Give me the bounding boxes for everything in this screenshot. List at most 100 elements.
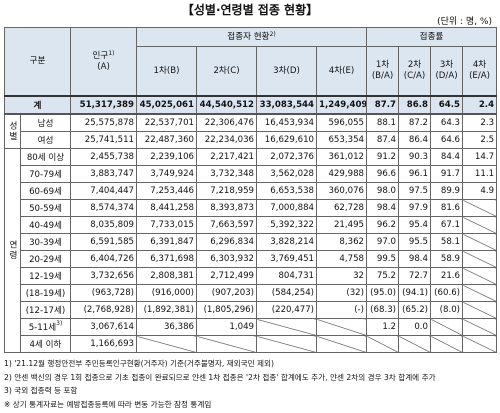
empty-cell bbox=[316, 335, 368, 353]
data-row: 4세 이하 1,166,693 bbox=[5, 335, 498, 353]
value-cell: (907,203) bbox=[196, 284, 258, 302]
row-label-text: 40-49세 bbox=[29, 221, 62, 231]
empty-cell bbox=[462, 318, 498, 336]
data-row: 연령 80세 이상 2,455,738 2,239,106 2,217,421 2,072… bbox=[4, 148, 498, 353]
value-cell: (32) bbox=[316, 284, 368, 302]
row-label: 70-79세 bbox=[19, 165, 72, 183]
row-label: (18-19세) bbox=[19, 284, 72, 302]
value-cell: (916,000) bbox=[136, 284, 198, 302]
row-label: 12-19세 bbox=[19, 267, 72, 285]
value-cell: 0.0 bbox=[398, 318, 432, 336]
row-label: 계 bbox=[3, 95, 72, 115]
title: 【성별·연령별 접종 현황】 bbox=[181, 3, 319, 17]
value-cell: 2,072,376 bbox=[256, 148, 318, 166]
value-cell: 8,441,258 bbox=[136, 199, 198, 217]
header-cell: 2차 (C/A) bbox=[398, 46, 432, 97]
header-text: 접종자 현황 bbox=[227, 31, 270, 42]
value-cell: 64.3 bbox=[430, 113, 464, 132]
footnote-ref: 3) bbox=[56, 320, 63, 327]
value-cell: 87.4 bbox=[366, 131, 400, 149]
header-cell: 1차 (B/A) bbox=[366, 46, 400, 97]
header-cell: 3차(D) bbox=[256, 46, 318, 97]
value-cell: (60.6) bbox=[430, 284, 464, 302]
value-cell: 87.2 bbox=[398, 113, 432, 132]
empty-cell bbox=[462, 216, 498, 234]
value-cell: 6,303,932 bbox=[196, 250, 258, 268]
value-cell: 6,404,726 bbox=[70, 250, 138, 268]
row-label: 60-69세 bbox=[19, 182, 72, 200]
value-cell: 25,741,511 bbox=[70, 131, 138, 149]
value-cell: 2,217,421 bbox=[196, 148, 258, 166]
value-cell: (95.0) bbox=[366, 284, 400, 302]
value-cell: 360,076 bbox=[316, 182, 368, 200]
value-cell: 3,883,747 bbox=[70, 165, 138, 183]
row-label: 20-29세 bbox=[19, 250, 72, 268]
value-cell: (1,892,381) bbox=[136, 301, 198, 319]
value-cell: (94.1) bbox=[398, 284, 432, 302]
empty-cell bbox=[462, 267, 498, 285]
data-row: 5-11세3) 3,067,614 36,386 1,049 1.2 0.0 bbox=[5, 318, 498, 336]
value-cell: 7,733,015 bbox=[136, 216, 198, 234]
row-label-text: 50-59세 bbox=[29, 204, 62, 214]
header-cell: 구분 bbox=[3, 27, 72, 97]
footnote: 2) 얀센 백신의 경우 1회 접종으로 기초 접종이 완료되므로 얀센 1차 … bbox=[4, 372, 436, 382]
value-cell: 8,574,374 bbox=[70, 199, 138, 217]
value-cell: 1,166,693 bbox=[70, 335, 138, 353]
value-cell: 91.2 bbox=[366, 148, 400, 166]
empty-cell bbox=[136, 335, 198, 353]
value-cell: 1.2 bbox=[366, 318, 400, 336]
header-cell: 접종자 현황2) bbox=[136, 27, 368, 47]
value-cell: 8,393,873 bbox=[196, 199, 258, 217]
value-cell: 3,562,028 bbox=[256, 165, 318, 183]
section-label: 성별 bbox=[4, 113, 21, 149]
empty-cell bbox=[462, 301, 498, 319]
value-cell: 58.1 bbox=[430, 233, 464, 251]
section-label: 연령 bbox=[4, 148, 21, 353]
value-cell: 22,537,701 bbox=[136, 113, 198, 132]
header-cell: 인구1) (A) bbox=[70, 27, 138, 97]
data-row: 20-29세 6,404,726 6,371,698 6,303,932 3,769,4… bbox=[5, 250, 498, 268]
row-label: 80세 이상 bbox=[19, 148, 72, 166]
data-row: 성별 남성 25,575,878 22,537,701 22,306,476 16,453… bbox=[4, 113, 498, 149]
value-cell: 11.1 bbox=[462, 165, 498, 183]
header-text: 3차 bbox=[439, 60, 454, 70]
value-cell: 7,404,447 bbox=[70, 182, 138, 200]
row-label-text: (12-17세) bbox=[25, 306, 66, 316]
footnote: 3) 국외 접종력 등 포함 bbox=[4, 386, 78, 395]
row-label-text: 80세 이상 bbox=[26, 153, 65, 163]
value-cell: 3,828,214 bbox=[256, 233, 318, 251]
value-cell: 7,218,959 bbox=[196, 182, 258, 200]
unit: (단위 : 명, %) bbox=[437, 17, 492, 27]
value-cell: 81.6 bbox=[430, 199, 464, 217]
value-cell: (8.0) bbox=[430, 301, 464, 319]
value-cell: 99.5 bbox=[366, 250, 400, 268]
data-row: (12-17세) (2,768,928) (1,892,381) (1,805,296… bbox=[5, 301, 498, 319]
header-row: 구분 인구1) (A) 접종자 현황2) 접종률 bbox=[3, 27, 498, 97]
value-cell: 51,317,389 bbox=[70, 95, 138, 115]
value-cell: 16,629,610 bbox=[256, 131, 318, 149]
row-label-text: 30-39세 bbox=[29, 238, 62, 248]
value-cell: 7,253,446 bbox=[136, 182, 198, 200]
value-cell: 91.7 bbox=[430, 165, 464, 183]
value-cell: 2,808,381 bbox=[136, 267, 198, 285]
value-cell: 96.6 bbox=[366, 165, 400, 183]
value-cell: 6,296,834 bbox=[196, 233, 258, 251]
value-cell: 58.9 bbox=[430, 250, 464, 268]
data-row: 40-49세 8,035,809 7,733,015 7,663,597 5,392,3… bbox=[5, 216, 498, 234]
value-cell: 16,453,934 bbox=[256, 113, 318, 132]
value-cell: 3,067,614 bbox=[70, 318, 138, 336]
value-cell: 14.7 bbox=[462, 148, 498, 166]
row-label-text: 20-29세 bbox=[29, 255, 62, 265]
value-cell: 8,035,809 bbox=[70, 216, 138, 234]
header-text: (E/A) bbox=[469, 71, 490, 81]
value-cell: 84.4 bbox=[430, 148, 464, 166]
value-cell: 67.1 bbox=[430, 216, 464, 234]
header-row: 1차(B) 2차(C) 3차(D) 4차(E) 1차 (B/A) 2차 (C/A) 3차 (D/A… bbox=[5, 46, 498, 97]
value-cell: 653,354 bbox=[316, 131, 368, 149]
data-row: 70-79세 3,883,747 3,749,924 3,732,348 3,562,0… bbox=[5, 165, 498, 183]
value-cell: 2.4 bbox=[462, 95, 498, 115]
value-cell: 62,728 bbox=[316, 199, 368, 217]
value-cell: 25,575,878 bbox=[70, 113, 138, 132]
value-cell: 3,732,348 bbox=[196, 165, 258, 183]
